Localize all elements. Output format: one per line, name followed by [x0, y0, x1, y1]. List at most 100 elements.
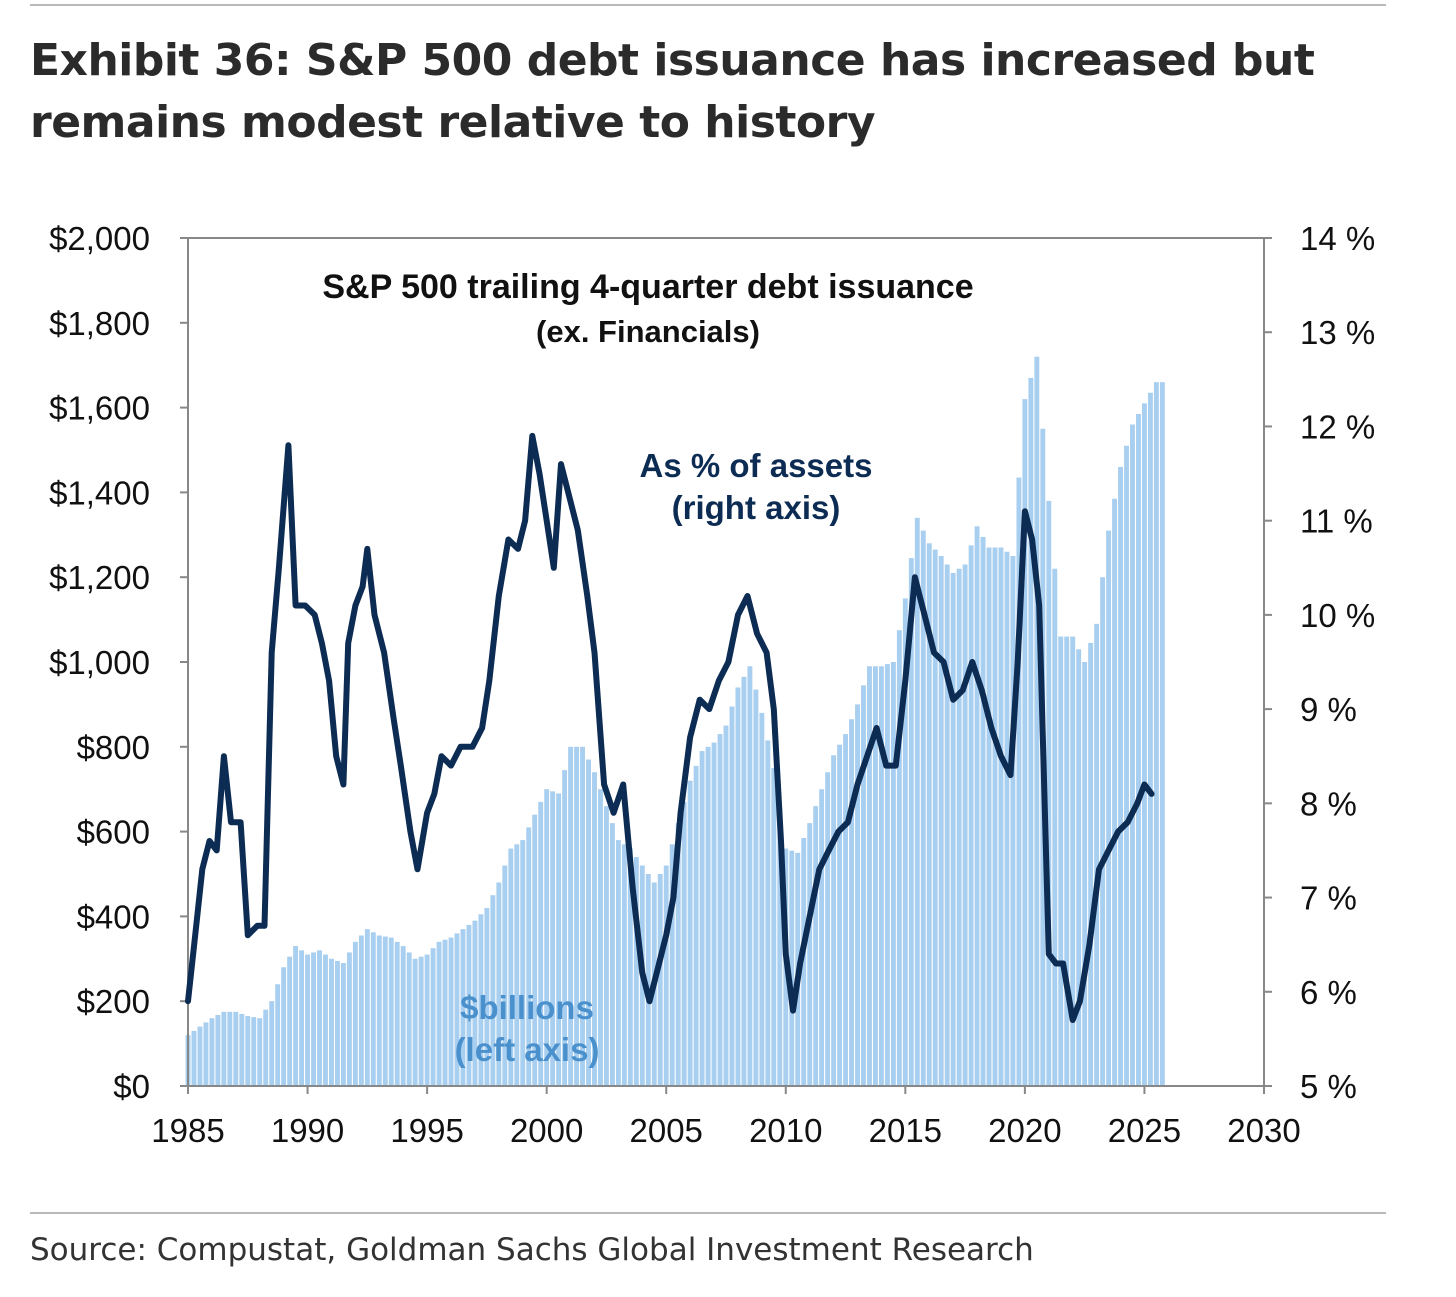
bar-119	[896, 630, 902, 1086]
bar-98	[771, 768, 777, 1086]
bar-131	[968, 545, 974, 1086]
bar-45	[454, 933, 460, 1086]
bar-88	[711, 742, 717, 1086]
bar-58	[532, 814, 538, 1086]
right-tick-label: 11 %	[1300, 503, 1373, 540]
x-tick-label: 2020	[988, 1112, 1061, 1149]
bar-101	[789, 850, 795, 1086]
bar-31	[370, 932, 376, 1086]
left-tick-label: $200	[77, 983, 150, 1020]
bar-137	[1004, 551, 1010, 1086]
bar-12	[257, 1018, 263, 1086]
bar-163	[1159, 382, 1165, 1086]
bar-92	[735, 687, 741, 1086]
x-tick-label: 2000	[510, 1112, 583, 1149]
right-tick-label: 8 %	[1300, 785, 1357, 822]
bar-82	[675, 823, 681, 1086]
bar-13	[263, 1009, 269, 1086]
bar-64	[568, 746, 574, 1086]
bar-44	[448, 937, 454, 1086]
bar-32	[376, 935, 382, 1086]
bar-125	[932, 549, 938, 1086]
bar-115	[872, 666, 878, 1086]
bar-155	[1112, 498, 1117, 1086]
bar-133	[980, 536, 986, 1086]
bar-56	[520, 840, 526, 1086]
left-tick-label: $1,400	[49, 474, 150, 511]
bar-149	[1076, 649, 1082, 1086]
bar-21	[311, 952, 316, 1086]
bar-136	[998, 547, 1004, 1086]
bar-114	[867, 666, 872, 1086]
bar-67	[586, 759, 591, 1086]
x-tick-label: 2010	[749, 1112, 822, 1149]
bar-71	[609, 823, 615, 1086]
bar-65	[574, 746, 579, 1086]
bar-135	[992, 547, 998, 1086]
pct-assets-line	[185, 432, 1155, 1023]
bar-79	[657, 874, 663, 1086]
bar-series-axis-label: (left axis)	[455, 1031, 600, 1068]
x-tick-label: 2030	[1227, 1112, 1300, 1149]
bar-132	[974, 526, 980, 1086]
bar-77	[645, 874, 651, 1086]
bottom-rule	[30, 1212, 1386, 1214]
bar-6	[221, 1011, 227, 1086]
bar-51	[490, 895, 496, 1086]
bar-18	[293, 946, 299, 1086]
bar-47	[466, 924, 472, 1086]
bar-61	[550, 791, 556, 1086]
bar-113	[861, 685, 866, 1086]
x-tick-label: 1985	[151, 1112, 224, 1149]
x-tick-label: 1990	[271, 1112, 344, 1149]
bar-series-label: $billions	[460, 989, 594, 1026]
bar-153	[1100, 577, 1106, 1086]
bar-41	[430, 948, 436, 1086]
bar-42	[436, 941, 442, 1086]
bar-33	[382, 936, 388, 1086]
bar-39	[418, 956, 424, 1086]
right-tick-label: 5 %	[1300, 1068, 1357, 1105]
left-tick-label: $2,000	[49, 220, 150, 257]
bar-16	[281, 967, 287, 1086]
bar-146	[1058, 636, 1064, 1086]
bar-35	[394, 941, 400, 1086]
bar-24	[329, 958, 334, 1086]
bar-37	[406, 952, 412, 1086]
exhibit-title: Exhibit 36: S&P 500 debt issuance has in…	[30, 35, 1315, 148]
bar-11	[251, 1017, 257, 1086]
bar-2	[197, 1026, 203, 1086]
bar-86	[699, 751, 705, 1086]
bar-95	[753, 689, 759, 1086]
bar-62	[556, 793, 562, 1086]
bar-121	[908, 558, 914, 1086]
bar-59	[538, 801, 544, 1086]
bar-144	[1046, 500, 1052, 1086]
bar-29	[358, 935, 364, 1086]
bar-25	[334, 960, 340, 1086]
bar-148	[1070, 636, 1076, 1086]
bar-116	[878, 666, 884, 1086]
bar-60	[544, 789, 550, 1086]
bar-85	[693, 765, 699, 1086]
left-tick-label: $400	[77, 898, 150, 935]
bar-9	[239, 1013, 245, 1086]
bar-55	[514, 844, 520, 1086]
bar-15	[275, 984, 281, 1086]
bar-3	[203, 1022, 209, 1086]
bar-19	[299, 950, 305, 1086]
bar-142	[1034, 356, 1040, 1087]
left-tick-label: $1,600	[49, 390, 150, 427]
chart-subtitle: (ex. Financials)	[536, 314, 760, 349]
bar-52	[496, 882, 502, 1086]
bar-10	[245, 1016, 251, 1086]
bar-107	[825, 772, 831, 1086]
bar-89	[717, 734, 723, 1086]
bar-28	[352, 941, 358, 1086]
bar-38	[412, 958, 418, 1086]
bar-23	[323, 954, 328, 1086]
left-tick-label: $800	[77, 729, 150, 766]
bar-158	[1130, 424, 1135, 1086]
x-tick-label: 2025	[1108, 1112, 1181, 1149]
chart-title: S&P 500 trailing 4-quarter debt issuance	[322, 268, 973, 306]
